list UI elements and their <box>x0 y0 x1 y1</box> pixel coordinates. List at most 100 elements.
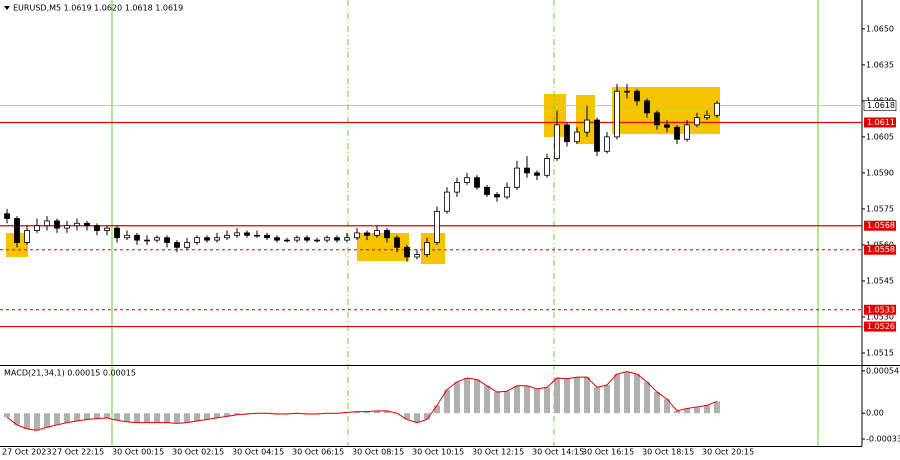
candle-body <box>524 167 530 174</box>
y-tick-label: 1.0590 <box>866 168 894 177</box>
histogram-bar <box>564 378 570 414</box>
histogram-bar <box>534 388 540 414</box>
level-label-box <box>864 244 896 255</box>
x-tick-label: 30 Oct 14:15 <box>532 448 584 457</box>
y-tick-label: 1.0575 <box>866 204 894 213</box>
histogram-bar <box>714 401 720 414</box>
x-tick-label: 30 Oct 20:15 <box>702 448 754 457</box>
candle-body <box>184 242 190 248</box>
candle-body <box>664 124 670 128</box>
candle-body <box>304 237 310 241</box>
level-label-box <box>864 304 896 315</box>
indicator-title: MACD(21,34,1) 0.00015 0.00015 <box>4 369 136 378</box>
histogram-bar <box>574 377 580 414</box>
histogram-bar <box>184 413 190 423</box>
histogram-bar <box>34 413 40 431</box>
candle-body <box>464 177 470 183</box>
candle-body <box>564 124 570 143</box>
candle-body <box>574 131 580 143</box>
histogram-bar <box>364 411 370 414</box>
candle-body <box>714 102 720 116</box>
candle-body <box>114 227 120 239</box>
histogram-bar <box>194 413 200 422</box>
candle-body <box>594 119 600 152</box>
histogram-bar <box>64 413 70 423</box>
level-label-box <box>864 220 896 231</box>
y-tick-label: 0.00054 <box>866 366 899 375</box>
candle-body <box>704 114 710 119</box>
candle-body <box>74 222 80 227</box>
candle-body <box>144 239 150 242</box>
histogram-bar <box>134 413 140 423</box>
histogram-bar <box>204 413 210 420</box>
candle-body <box>214 237 220 241</box>
menu-arrow <box>4 6 10 10</box>
candle-body <box>284 239 290 242</box>
candle-body <box>374 230 380 236</box>
candle-body <box>94 225 100 231</box>
candle-body <box>84 222 90 227</box>
candle-body <box>224 234 230 239</box>
candle-body <box>254 234 260 237</box>
candle-body <box>504 186 510 198</box>
histogram-bar <box>434 405 440 414</box>
histogram-bar <box>514 385 520 414</box>
histogram-bar <box>684 408 690 414</box>
histogram-bar <box>224 413 230 417</box>
histogram-bar <box>124 413 130 422</box>
histogram-bar <box>94 413 100 419</box>
candle-body <box>384 230 390 239</box>
histogram-bar <box>4 413 10 418</box>
histogram-bar <box>614 374 620 414</box>
histogram-bar <box>374 410 380 414</box>
histogram-bar <box>144 413 150 423</box>
histogram-bar <box>474 379 480 414</box>
histogram-bar <box>354 411 360 414</box>
x-tick-label: 30 Oct 12:15 <box>472 448 524 457</box>
candle-body <box>634 90 640 102</box>
x-tick-label: 30 Oct 10:15 <box>412 448 464 457</box>
x-tick-label: 30 Oct 16:15 <box>582 448 634 457</box>
candle-body <box>454 182 460 193</box>
candle-body <box>404 246 410 258</box>
chart-title: EURUSD,M5 1.0619 1.0620 1.0618 1.0619 <box>13 4 183 13</box>
highlight-box <box>357 233 409 261</box>
candle-body <box>644 100 650 114</box>
histogram-bar <box>234 413 240 415</box>
histogram-bar <box>464 377 470 414</box>
y-tick-label: 0.00 <box>866 409 884 418</box>
candle-body <box>174 242 180 248</box>
y-tick-label: -0.00033 <box>866 435 900 444</box>
candle-body <box>34 225 40 231</box>
candle-body <box>204 237 210 241</box>
candle-body <box>244 232 250 236</box>
candle-body <box>694 117 700 126</box>
histogram-bar <box>44 413 50 428</box>
histogram-bar <box>494 392 500 414</box>
candle-body <box>24 230 30 243</box>
x-tick-label: 30 Oct 06:15 <box>292 448 344 457</box>
histogram-bar <box>104 413 110 418</box>
histogram-bar <box>554 377 560 414</box>
candle-body <box>614 90 620 138</box>
histogram-bar <box>24 413 30 429</box>
level-label-box <box>864 117 896 128</box>
y-tick-label: 1.0605 <box>866 132 894 141</box>
y-tick-label: 1.0545 <box>866 276 894 285</box>
candle-body <box>14 218 20 243</box>
histogram-bar <box>544 387 550 414</box>
histogram-bar <box>484 385 490 414</box>
level-label: 1.0533 <box>867 305 895 314</box>
histogram-bar <box>404 413 410 420</box>
histogram-bar <box>154 413 160 423</box>
current-price-label: 1.0618 <box>867 101 895 110</box>
candle-body <box>194 237 200 243</box>
histogram-bar <box>114 413 120 421</box>
histogram-bar <box>454 381 460 414</box>
candle-body <box>544 158 550 176</box>
candle-body <box>624 90 630 93</box>
x-tick-label: 30 Oct 18:15 <box>642 448 694 457</box>
histogram-bar <box>644 381 650 414</box>
